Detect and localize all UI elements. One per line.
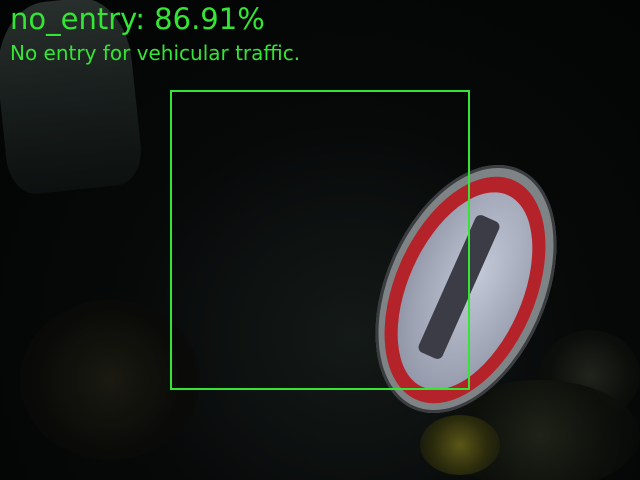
detection-label: no_entry: 86.91% — [10, 2, 265, 36]
detection-bounding-box — [170, 90, 470, 390]
detection-description: No entry for vehicular traffic. — [10, 41, 301, 65]
background-highlight — [420, 415, 500, 475]
